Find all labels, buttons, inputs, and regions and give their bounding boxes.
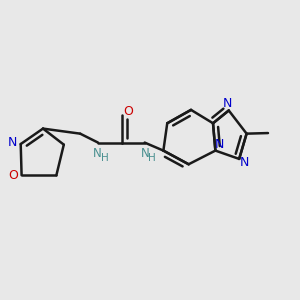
Text: O: O bbox=[8, 169, 18, 182]
Text: H: H bbox=[101, 153, 108, 163]
Text: N: N bbox=[215, 138, 224, 151]
Text: H: H bbox=[148, 153, 156, 163]
Text: N: N bbox=[223, 98, 232, 110]
Text: N: N bbox=[93, 147, 102, 161]
Text: N: N bbox=[141, 147, 149, 161]
Text: N: N bbox=[8, 136, 17, 149]
Text: N: N bbox=[240, 156, 249, 169]
Text: O: O bbox=[123, 106, 133, 118]
